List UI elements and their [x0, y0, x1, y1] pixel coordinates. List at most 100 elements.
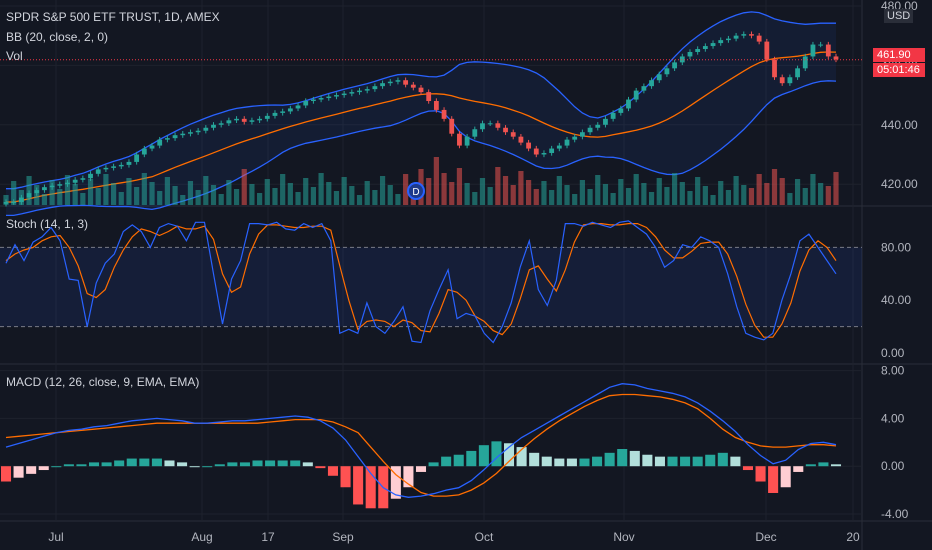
- volume-bar: [587, 189, 593, 205]
- candle-body: [818, 44, 824, 46]
- candle-body: [349, 92, 355, 94]
- candle-body: [380, 83, 385, 87]
- candle-body: [18, 197, 24, 203]
- candle-body: [34, 190, 40, 194]
- macd-histogram-bar: [63, 464, 74, 467]
- volume-bar: [764, 183, 770, 205]
- candle-body: [326, 96, 332, 99]
- candle-body: [26, 193, 32, 198]
- volume-bar: [602, 184, 609, 205]
- macd-histogram-bar: [38, 466, 49, 471]
- candle-body: [695, 49, 701, 52]
- volume-bar: [226, 180, 232, 205]
- macd-histogram-bar: [265, 460, 276, 467]
- volume-bar: [810, 174, 816, 205]
- candle-body: [111, 166, 116, 168]
- volume-bar: [280, 174, 286, 205]
- macd-histogram-bar: [830, 464, 842, 467]
- macd-histogram-bar: [592, 456, 603, 467]
- macd-histogram-bar: [491, 441, 502, 467]
- candle-body: [387, 81, 393, 84]
- bollinger-lower-band: [6, 80, 837, 217]
- volume-bar: [648, 192, 655, 205]
- volume-bar: [372, 190, 378, 205]
- volume-bar: [303, 178, 309, 205]
- macd-histogram-bar: [202, 466, 213, 468]
- macd-histogram-bar: [76, 464, 87, 467]
- volume-bar: [625, 188, 632, 205]
- volume-bar: [502, 176, 509, 205]
- volume-bar: [11, 181, 17, 205]
- volume-bar: [341, 177, 347, 205]
- macd-histogram-bar: [390, 466, 401, 499]
- candle-body: [257, 118, 263, 121]
- candle-body: [656, 74, 662, 81]
- candle-body: [595, 124, 601, 128]
- volume-bar: [610, 193, 616, 205]
- macd-histogram-bar: [13, 466, 24, 478]
- volume-bar: [349, 186, 355, 205]
- volume-bar: [718, 181, 724, 205]
- volume-bar: [833, 172, 839, 205]
- volume-bar: [771, 169, 778, 205]
- volume-bar: [702, 186, 708, 205]
- volume-bar: [180, 195, 186, 205]
- macd-histogram-bar: [139, 458, 150, 467]
- time-tick-label: Aug: [191, 530, 212, 544]
- price-tick-label: 420.00: [881, 177, 918, 191]
- macd-histogram-bar: [365, 466, 376, 509]
- volume-bar: [672, 173, 678, 205]
- volume-bar: [687, 191, 693, 205]
- volume-bar: [733, 176, 739, 205]
- candle-body: [180, 133, 186, 136]
- candle-body: [579, 132, 585, 137]
- volume-bar: [172, 186, 178, 205]
- candle-body: [810, 44, 816, 57]
- time-tick-label: 20: [846, 530, 860, 544]
- macd-histogram-bar: [214, 464, 225, 467]
- candle-body: [556, 145, 562, 149]
- volume-bar: [618, 179, 624, 205]
- macd-histogram-bar: [768, 466, 779, 493]
- candle-body: [95, 169, 101, 174]
- candle-body: [226, 120, 232, 124]
- candle-body: [264, 115, 270, 119]
- candle-body: [410, 84, 416, 88]
- volume-bar: [118, 192, 124, 205]
- candle-body: [449, 118, 455, 134]
- macd-histogram-bar: [504, 443, 515, 467]
- volume-bar: [487, 187, 493, 205]
- candle-body: [618, 108, 624, 113]
- candle-body: [833, 56, 839, 60]
- macd-histogram-bar: [478, 445, 489, 467]
- main-legend-title: SPDR S&P 500 ETF TRUST, 1D, AMEX: [6, 10, 220, 24]
- volume-bar: [249, 184, 255, 205]
- macd-histogram-bar: [742, 466, 753, 471]
- macd-histogram-bar: [805, 464, 816, 467]
- candle-body: [726, 38, 731, 41]
- volume-bar: [379, 176, 386, 205]
- volume-bar: [695, 177, 701, 205]
- candle-body: [49, 185, 55, 188]
- candle-body: [649, 80, 654, 87]
- volume-bar: [748, 188, 755, 205]
- volume-bar: [103, 174, 109, 205]
- volume-bar: [433, 157, 439, 205]
- volume-bar: [187, 181, 194, 205]
- macd-histogram-bar: [529, 452, 540, 467]
- volume-bar: [387, 185, 393, 205]
- candle-body: [272, 112, 278, 116]
- macd-histogram-bar: [730, 456, 741, 467]
- candle-body: [395, 80, 401, 82]
- volume-bar: [72, 184, 78, 205]
- volume-bar: [595, 175, 601, 205]
- volume-bar: [518, 171, 524, 205]
- volume-bar: [364, 181, 370, 205]
- macd-histogram-bar: [315, 466, 326, 469]
- volume-bar: [110, 183, 117, 205]
- stoch-tick-label: 40.00: [881, 293, 911, 307]
- candle-body: [42, 187, 47, 191]
- candle-body: [418, 87, 424, 93]
- volume-bar: [149, 182, 155, 205]
